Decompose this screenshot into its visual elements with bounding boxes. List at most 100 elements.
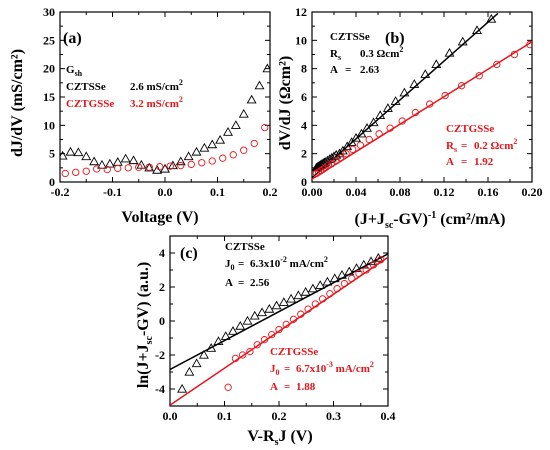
point-a-cztgs-1 [72,168,80,177]
annotation-a-row-2-value: 3.2 mS/cm2 [130,95,183,110]
point-a-cztgs-19 [261,123,269,132]
annotation-c-cztgs-eq-1: = [284,363,290,375]
annotation-c-czts-eq-2: = [238,277,244,289]
y-axis-label-c: ln(J+Jsc-GV) (a.u.) [135,262,155,388]
x-axis-label-b-part-2: -GV) [393,211,428,228]
point-c-cztgs-21 [377,256,385,264]
x-axis-label-b-sub: sc [385,220,394,231]
annotation-c-czts-j0-value: 6.3x10-2 mA/cm2 [250,255,328,270]
point-b-czts-4 [315,159,326,169]
point-c-cztgs-3 [246,347,254,356]
point-b-czts-19 [356,128,367,138]
annotation-b-czts-rs: Rs [330,48,341,62]
point-a-cztgs-3 [93,165,101,173]
point-c-czts-27 [373,252,384,262]
point-b-czts-32 [486,13,497,23]
data-layer-a [60,63,270,178]
annotation-b-cztgs-eq-1: = [461,140,467,152]
point-b-czts-11 [326,152,337,162]
point-a-czts-11 [144,162,155,172]
point-b-czts-14 [334,148,345,158]
annotation-c-czts-j0-unit-sup: 2 [324,255,328,264]
y-tick-label-c-4: 4 [159,246,165,260]
annotation-b-cztgs-a-value: 1.92 [474,156,494,168]
plot-area-c: 0.0 0.1 0.2 0.3 0.4 -4 -2 0 2 4 [155,235,396,423]
y-tick-label-b-3: 6 [301,90,307,104]
x-tick-label-b-5: 0.20 [522,185,543,199]
panel-letter-a: (a) [63,30,82,47]
point-b-cztgs-20 [475,72,483,80]
point-b-czts-29 [444,47,455,57]
panel-b: dV/dJ (Ωcm²) (J+Jsc-GV)-1 (cm²/mA) (b) C… [277,5,543,231]
point-c-cztgs-19 [362,266,370,274]
point-b-cztgs-13 [375,130,383,138]
annotation-c-czts-j0-unit: mA/cm [287,258,324,270]
x-tick-label-c-0: 0.0 [163,409,178,423]
point-b-cztgs-18 [441,91,449,100]
y-tick-label-a-5: 25 [43,33,55,47]
point-b-cztgs-10 [349,145,357,154]
annotation-b-cztgs-rs-value-sup: 2 [513,137,517,146]
point-a-czts-9 [128,155,139,165]
annotation-c-czts-eq-1: = [238,258,244,270]
annotation-c-cztgs-j0: J0 [270,363,280,377]
y-tick-label-b-4: 8 [301,62,307,76]
point-b-cztgs-17 [426,100,434,108]
point-b-czts-28 [431,59,442,69]
point-b-czts-20 [362,123,372,132]
fit-line-c-czts [170,253,388,371]
y-axis-label-b: dV/dJ (Ωcm²) [277,56,294,151]
point-a-cztgs-6 [124,164,132,172]
point-a-cztgs-10 [166,162,174,170]
annotation-a-row-1-name: CZTSSe [66,81,106,93]
point-c-cztgs-16 [340,279,349,288]
x-tick-label-b-0: 0.00 [302,185,323,199]
y-tick-label-b-6: 12 [295,5,307,19]
annotation-c-czts-j0-sym: J [225,258,231,270]
annotation-b-cztgs: CZTGSSe Rs = 0.2 Ωcm2 A = 1.92 [446,123,517,168]
annotation-c-cztgs-j0-unit-sup: 2 [370,360,374,369]
annotation-b-czts-rs-value: 0.3 Ωcm2 [360,45,403,60]
y-tick-label-b-5: 10 [295,33,307,47]
x-axis-label-c-part-2: J (V) [278,428,312,445]
point-a-cztgs-17 [240,146,248,154]
fit-line-b-cztgs [312,41,532,180]
x-axis-label-b-sup: -1 [428,210,436,221]
x-axis-label-c: V-RsJ (V) [247,428,312,448]
y-axis-label-c-sub: sc [144,335,155,344]
y-tick-label-a-6: 30 [43,5,55,19]
point-b-cztgs-11 [356,141,365,149]
annotation-c-czts: CZTSSe J0 = 6.3x10-2 mA/cm2 A = 2.56 [225,241,328,289]
point-c-cztgs-13 [318,295,327,303]
point-b-cztgs-12 [365,135,373,144]
point-c-czts-2 [191,358,202,368]
annotation-a-row-2-name: CZTGSSe [66,98,114,110]
point-c-czts-16 [293,290,304,300]
point-c-czts-20 [322,276,333,286]
annotation-c-czts-name: CZTSSe [225,241,265,253]
x-tick-label-a-4: 0.2 [263,185,278,199]
point-a-czts-2 [73,147,84,157]
point-c-czts-23 [344,266,355,276]
point-b-cztgs-19 [457,82,466,90]
annotation-c-cztgs-j0-sub: 0 [276,368,280,377]
point-a-czts-1 [65,146,76,156]
annotation-c-czts-a: A [225,277,233,289]
annotation-c-cztgs-j0-mantissa: 6.7x10 [296,363,327,375]
point-b-czts-16 [342,141,353,151]
point-c-czts-11 [257,307,268,317]
point-a-cztgs-4 [103,165,111,174]
point-c-cztgs-1 [231,354,240,363]
annotation-c-czts-j0: J0 [225,258,235,272]
point-a-czts-5 [97,159,107,169]
x-tick-label-a-2: 0.0 [158,185,173,199]
point-b-czts-30 [457,36,468,46]
y-tick-label-b-0: 0 [301,175,307,189]
point-c-czts-26 [366,256,377,266]
x-tick-label-b-1: 0.04 [346,185,367,199]
x-axis-label-b-part-1: (J+J [354,211,384,228]
x-tick-label-b-3: 0.12 [434,185,455,199]
point-c-cztgs-15 [333,285,341,293]
point-b-czts-27 [420,69,431,78]
x-tick-label-a-3: 0.1 [210,185,225,199]
